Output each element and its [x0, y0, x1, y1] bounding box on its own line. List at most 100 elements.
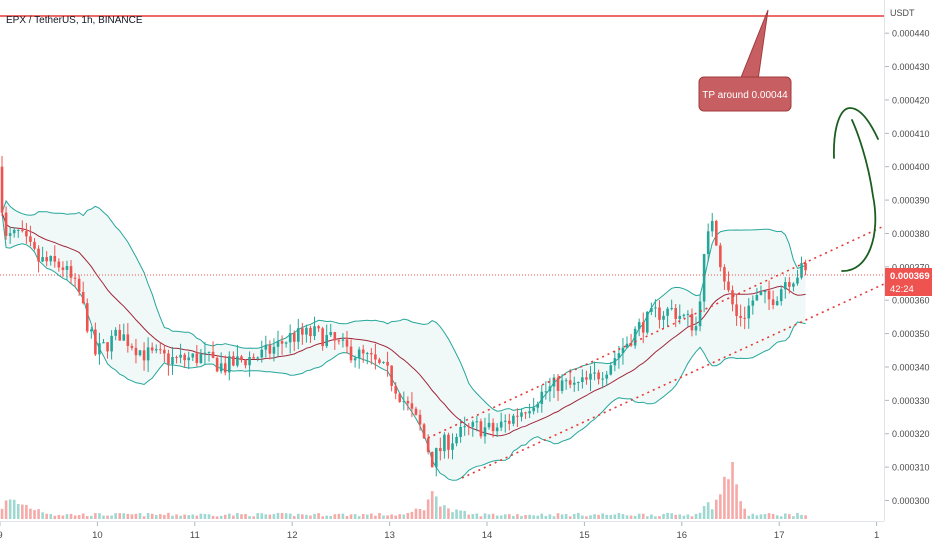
candle-body[interactable]: [593, 372, 596, 374]
candle-body[interactable]: [390, 365, 393, 386]
candle-body[interactable]: [12, 229, 16, 234]
candle-body[interactable]: [548, 386, 552, 392]
candle-body[interactable]: [581, 377, 584, 383]
candle-body[interactable]: [796, 277, 799, 284]
candle-body[interactable]: [800, 263, 803, 278]
candle-body[interactable]: [223, 363, 227, 373]
candle-body[interactable]: [85, 303, 89, 332]
candle-body[interactable]: [90, 329, 93, 332]
candle-body[interactable]: [150, 347, 154, 351]
candle-body[interactable]: [455, 436, 458, 444]
candle-body[interactable]: [329, 332, 333, 336]
candle-body[interactable]: [195, 353, 199, 363]
candle-body[interactable]: [792, 283, 795, 287]
candle-body[interactable]: [69, 266, 73, 278]
candle-body[interactable]: [301, 328, 304, 335]
candle-body[interactable]: [434, 448, 438, 468]
candle-body[interactable]: [625, 343, 629, 348]
candle-body[interactable]: [45, 257, 48, 262]
candle-body[interactable]: [175, 357, 178, 359]
candle-body[interactable]: [159, 349, 162, 351]
candle-body[interactable]: [577, 382, 580, 384]
candle-body[interactable]: [341, 339, 345, 341]
candle-body[interactable]: [134, 347, 138, 356]
candle-body[interactable]: [658, 307, 661, 320]
candle-body[interactable]: [475, 421, 479, 423]
candle-body[interactable]: [702, 254, 706, 302]
candle-body[interactable]: [503, 420, 507, 422]
candle-body[interactable]: [386, 361, 389, 366]
candle-body[interactable]: [719, 245, 722, 268]
candle-body[interactable]: [568, 380, 572, 385]
candle-body[interactable]: [146, 347, 150, 361]
candle-body[interactable]: [755, 295, 759, 301]
candle-body[interactable]: [305, 327, 308, 335]
candle-body[interactable]: [25, 231, 28, 237]
candle-body[interactable]: [256, 357, 260, 359]
candle-body[interactable]: [641, 322, 645, 333]
candle-body[interactable]: [617, 353, 621, 359]
candle-body[interactable]: [21, 229, 24, 232]
hand-drawn-arrow[interactable]: [841, 119, 877, 272]
candle-body[interactable]: [240, 356, 243, 361]
candle-body[interactable]: [520, 412, 523, 417]
candle-body[interactable]: [138, 350, 142, 356]
candle-body[interactable]: [4, 212, 8, 236]
candle-body[interactable]: [207, 351, 211, 353]
candle-body[interactable]: [605, 374, 609, 379]
candle-body[interactable]: [284, 342, 288, 344]
candle-body[interactable]: [365, 353, 369, 355]
candle-body[interactable]: [536, 403, 540, 408]
candle-body[interactable]: [398, 393, 402, 402]
candle-body[interactable]: [613, 358, 617, 366]
candle-body[interactable]: [637, 322, 641, 329]
candle-body[interactable]: [57, 261, 61, 268]
candle-body[interactable]: [73, 277, 77, 279]
candle-body[interactable]: [126, 334, 130, 347]
candle-body[interactable]: [410, 403, 414, 409]
candle-body[interactable]: [272, 346, 276, 354]
candle-body[interactable]: [751, 300, 755, 306]
candle-body[interactable]: [321, 328, 324, 347]
candle-body[interactable]: [528, 411, 531, 414]
candle-body[interactable]: [512, 415, 515, 424]
candle-body[interactable]: [248, 357, 251, 366]
candle-body[interactable]: [443, 434, 446, 452]
candle-body[interactable]: [467, 426, 471, 428]
candle-body[interactable]: [191, 353, 195, 358]
candle-body[interactable]: [171, 357, 174, 365]
candle-body[interactable]: [670, 308, 673, 310]
candle-body[interactable]: [98, 343, 101, 355]
candle-body[interactable]: [698, 301, 702, 327]
candle-body[interactable]: [333, 332, 337, 341]
candle-body[interactable]: [516, 415, 519, 417]
candle-body[interactable]: [288, 333, 292, 343]
candle-body[interactable]: [495, 427, 499, 432]
candle-body[interactable]: [788, 282, 791, 287]
candle-body[interactable]: [633, 328, 637, 346]
candle-body[interactable]: [706, 231, 710, 255]
candle-body[interactable]: [463, 426, 466, 428]
tp-callout[interactable]: TP around 0.00044: [698, 9, 792, 112]
candle-body[interactable]: [33, 241, 36, 249]
candle-body[interactable]: [296, 328, 300, 342]
candle-body[interactable]: [215, 357, 219, 372]
candle-body[interactable]: [219, 363, 223, 372]
candle-body[interactable]: [678, 315, 682, 319]
candle-body[interactable]: [422, 424, 426, 439]
candle-body[interactable]: [763, 290, 767, 293]
candle-body[interactable]: [313, 326, 316, 337]
candle-body[interactable]: [378, 359, 381, 363]
candle-body[interactable]: [292, 333, 296, 342]
candle-body[interactable]: [236, 356, 239, 366]
candle-body[interactable]: [747, 305, 751, 319]
candle-body[interactable]: [767, 290, 771, 300]
candle-body[interactable]: [426, 438, 430, 452]
candle-body[interactable]: [37, 248, 40, 262]
candle-body[interactable]: [118, 329, 122, 341]
candle-body[interactable]: [232, 356, 235, 366]
candle-body[interactable]: [775, 301, 779, 306]
candle-body[interactable]: [487, 422, 491, 428]
candle-body[interactable]: [16, 229, 20, 231]
